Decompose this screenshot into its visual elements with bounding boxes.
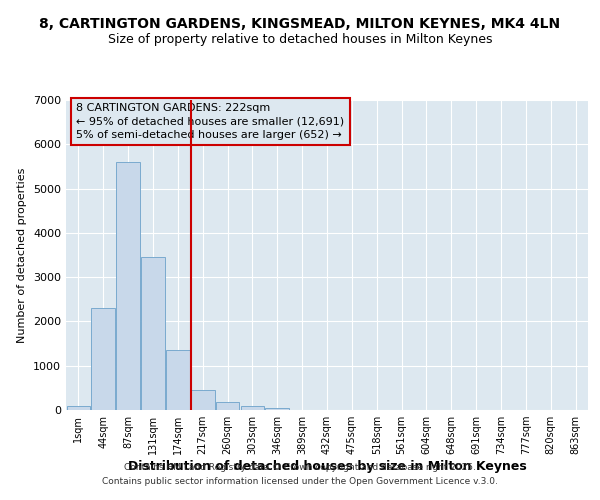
- Bar: [91, 308, 115, 410]
- Bar: [166, 350, 190, 410]
- Bar: [67, 406, 90, 410]
- Bar: [141, 257, 165, 410]
- Bar: [216, 402, 239, 410]
- Bar: [265, 408, 289, 410]
- Text: 8 CARTINGTON GARDENS: 222sqm
← 95% of detached houses are smaller (12,691)
5% of: 8 CARTINGTON GARDENS: 222sqm ← 95% of de…: [76, 103, 344, 140]
- Bar: [191, 390, 215, 410]
- X-axis label: Distribution of detached houses by size in Milton Keynes: Distribution of detached houses by size …: [128, 460, 526, 473]
- Text: Contains HM Land Registry data © Crown copyright and database right 2025.: Contains HM Land Registry data © Crown c…: [124, 464, 476, 472]
- Text: Contains public sector information licensed under the Open Government Licence v.: Contains public sector information licen…: [102, 477, 498, 486]
- Y-axis label: Number of detached properties: Number of detached properties: [17, 168, 28, 342]
- Text: Size of property relative to detached houses in Milton Keynes: Size of property relative to detached ho…: [108, 32, 492, 46]
- Bar: [241, 406, 264, 410]
- Text: 8, CARTINGTON GARDENS, KINGSMEAD, MILTON KEYNES, MK4 4LN: 8, CARTINGTON GARDENS, KINGSMEAD, MILTON…: [40, 18, 560, 32]
- Bar: [116, 162, 140, 410]
